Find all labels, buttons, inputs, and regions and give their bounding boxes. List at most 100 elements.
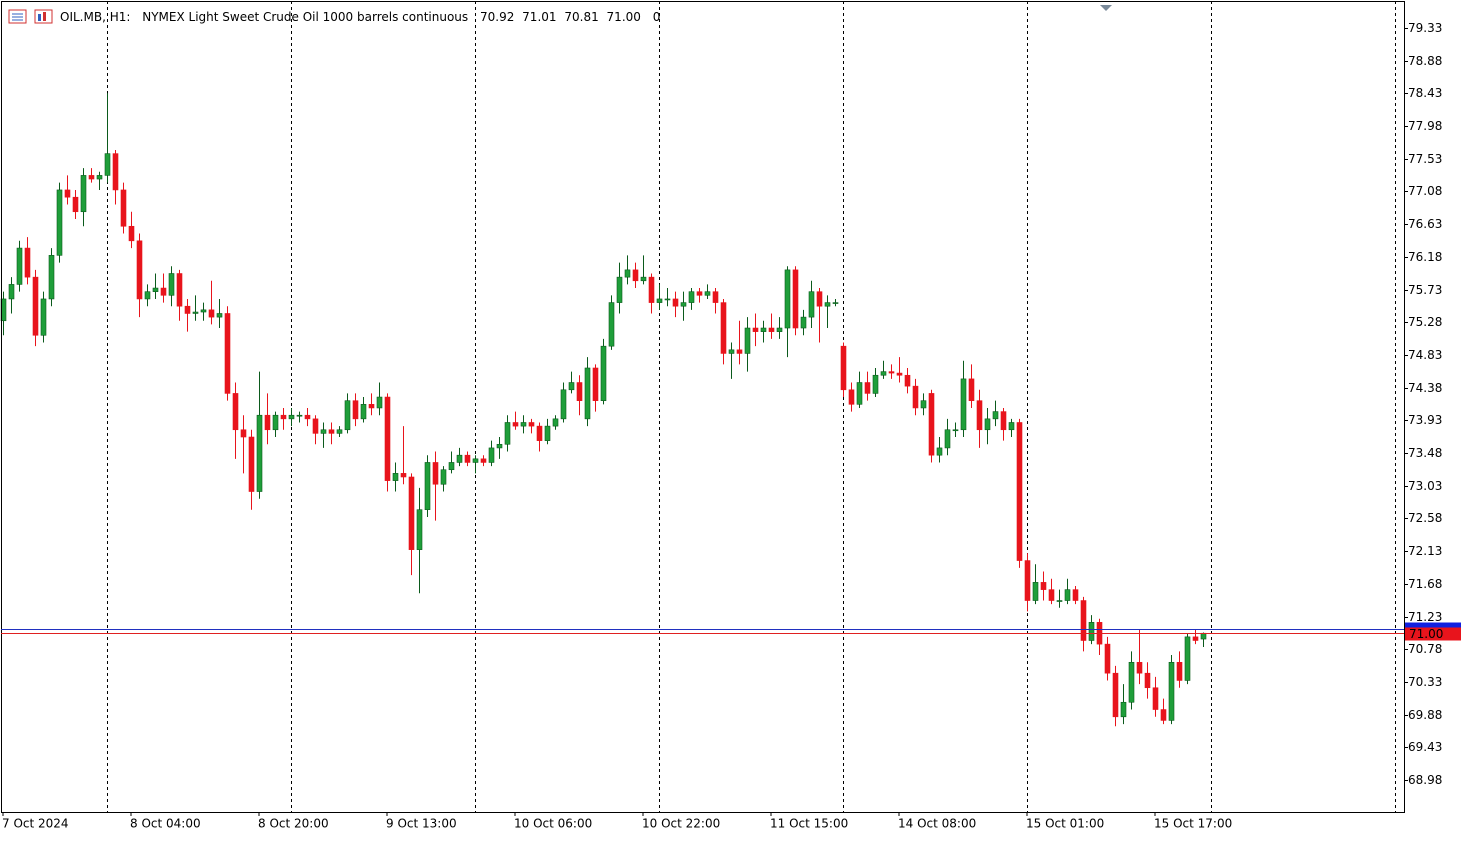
icon-bar (43, 12, 46, 21)
candle-body-up (656, 298, 663, 303)
candle-body-down (280, 414, 287, 420)
y-tick-label: 78.43 (1408, 86, 1442, 100)
candle-body-up (624, 269, 631, 278)
ask-box (1405, 622, 1461, 629)
candle-body-up (776, 327, 783, 332)
candle-body-up (168, 273, 175, 296)
y-tick-label: 78.88 (1408, 54, 1442, 68)
candle-body-down (592, 367, 599, 401)
candle-body-up (600, 345, 607, 401)
candle-body-up (344, 400, 351, 431)
y-tick-label: 75.73 (1408, 283, 1442, 297)
header: OIL.MB, H1: NYMEX Light Sweet Crude Oil … (60, 10, 660, 24)
candle-body-up (688, 291, 695, 303)
candle-body-up (8, 284, 15, 300)
candle-body-up (584, 367, 591, 420)
candle-body-up (1088, 622, 1095, 641)
candle-body-up (200, 309, 207, 313)
candle-body-down (400, 473, 407, 478)
candle-body-down (912, 385, 919, 409)
candle-body-down (128, 225, 135, 242)
y-tick-label: 76.18 (1408, 250, 1442, 264)
candle-body-up (296, 414, 303, 417)
candle-body-up (552, 418, 559, 427)
candle-body-down (368, 404, 375, 409)
quote-open: 70.92 (480, 10, 514, 24)
y-tick-label: 72.58 (1408, 511, 1442, 525)
candle-body-up (704, 291, 711, 296)
candle-body-up (504, 422, 511, 445)
candle-body-down (88, 175, 95, 180)
candle-body-down (712, 291, 719, 303)
candle-body-down (208, 309, 215, 318)
candle-body-up (40, 298, 47, 336)
candle-body-up (744, 327, 751, 354)
quote-close: 71.00 (607, 10, 641, 24)
candle-body-up (784, 269, 791, 329)
candle-body-up (440, 469, 447, 485)
candle-body-up (800, 316, 807, 329)
y-tick-label: 69.43 (1408, 740, 1442, 754)
candle-body-down (1112, 672, 1119, 718)
candle-body-down (160, 287, 167, 296)
candle-body-up (640, 276, 647, 282)
candle-body-up (144, 291, 151, 300)
candle-body-down (736, 349, 743, 354)
x-tick-label: 8 Oct 04:00 (130, 817, 201, 831)
y-tick-label: 71.68 (1408, 577, 1442, 591)
icon-bar (38, 14, 41, 21)
y-tick-label: 77.53 (1408, 152, 1442, 166)
candle-body-down (328, 429, 335, 434)
chart-title: NYMEX Light Sweet Crude Oil 1000 barrels… (142, 10, 468, 24)
candle-body-down (408, 476, 415, 550)
candle-body-up (456, 454, 463, 463)
y-tick-label: 79.33 (1408, 21, 1442, 35)
shift-marker (1100, 5, 1112, 11)
candle-body-up (16, 247, 23, 285)
candle-body-up (608, 302, 615, 347)
candle-body-down (1024, 560, 1031, 601)
candle-body-up (360, 404, 367, 420)
candle-body-up (216, 313, 223, 318)
candle-body-down (928, 393, 935, 456)
candle-body-down (72, 196, 79, 213)
candle-body-up (472, 458, 479, 463)
candle-body-up (808, 291, 815, 318)
candle-body-up (48, 255, 55, 300)
candle-body-down (304, 414, 311, 420)
candle-body-up (96, 175, 103, 180)
y-tick-label: 74.38 (1408, 381, 1442, 395)
candle-body-up (288, 414, 295, 420)
candle-body-down (720, 302, 727, 354)
candle-body-down (1072, 589, 1079, 601)
y-tick-label: 73.48 (1408, 446, 1442, 460)
candle-body-down (1016, 422, 1023, 561)
x-tick-label: 9 Oct 13:00 (386, 817, 457, 831)
candle-body-down (1136, 661, 1143, 674)
candle-body-down (432, 462, 439, 485)
y-tick-label: 70.33 (1408, 675, 1442, 689)
candle-body-up (960, 378, 967, 431)
candle-body-up (952, 429, 959, 432)
x-tick-label: 15 Oct 01:00 (1026, 817, 1104, 831)
candle-body-up (1032, 582, 1039, 601)
candle-body-down (576, 382, 583, 401)
symbol: OIL.MB, H1: (60, 10, 130, 24)
candle-body-up (856, 382, 863, 405)
y-tick-label: 76.63 (1408, 217, 1442, 231)
candle-body-up (392, 473, 399, 481)
candle-body-up (1168, 661, 1175, 721)
candle-body-down (312, 418, 319, 434)
candle-body-down (112, 153, 119, 191)
toolbar-icons (8, 9, 53, 24)
y-tick-label: 73.93 (1408, 413, 1442, 427)
candle-body-down (968, 378, 975, 401)
candle-body-down (264, 414, 271, 431)
candle-body-up (1008, 422, 1015, 431)
candle-body-down (1192, 636, 1199, 641)
candle-body-down (752, 327, 759, 332)
candle-body-down (248, 436, 255, 492)
candle-body-up (320, 429, 327, 434)
x-tick-label: 10 Oct 06:00 (514, 817, 592, 831)
